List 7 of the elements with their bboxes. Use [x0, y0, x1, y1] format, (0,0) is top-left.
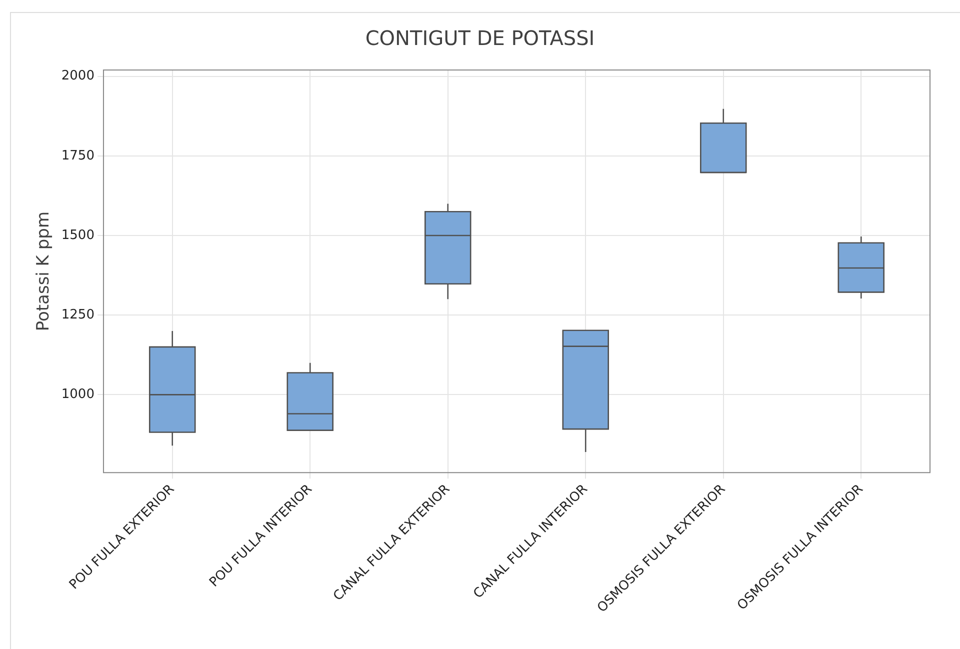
y-tick-label: 1250: [61, 307, 94, 322]
chart-title: CONTIGUT DE POTASSI: [365, 26, 595, 50]
y-tick-label: 1000: [61, 387, 94, 402]
y-tick-label: 2000: [61, 68, 94, 84]
y-tick-label: 1750: [61, 148, 94, 164]
y-axis-title: Potassi K ppm: [34, 211, 54, 332]
y-tick-label: 1500: [61, 228, 94, 243]
